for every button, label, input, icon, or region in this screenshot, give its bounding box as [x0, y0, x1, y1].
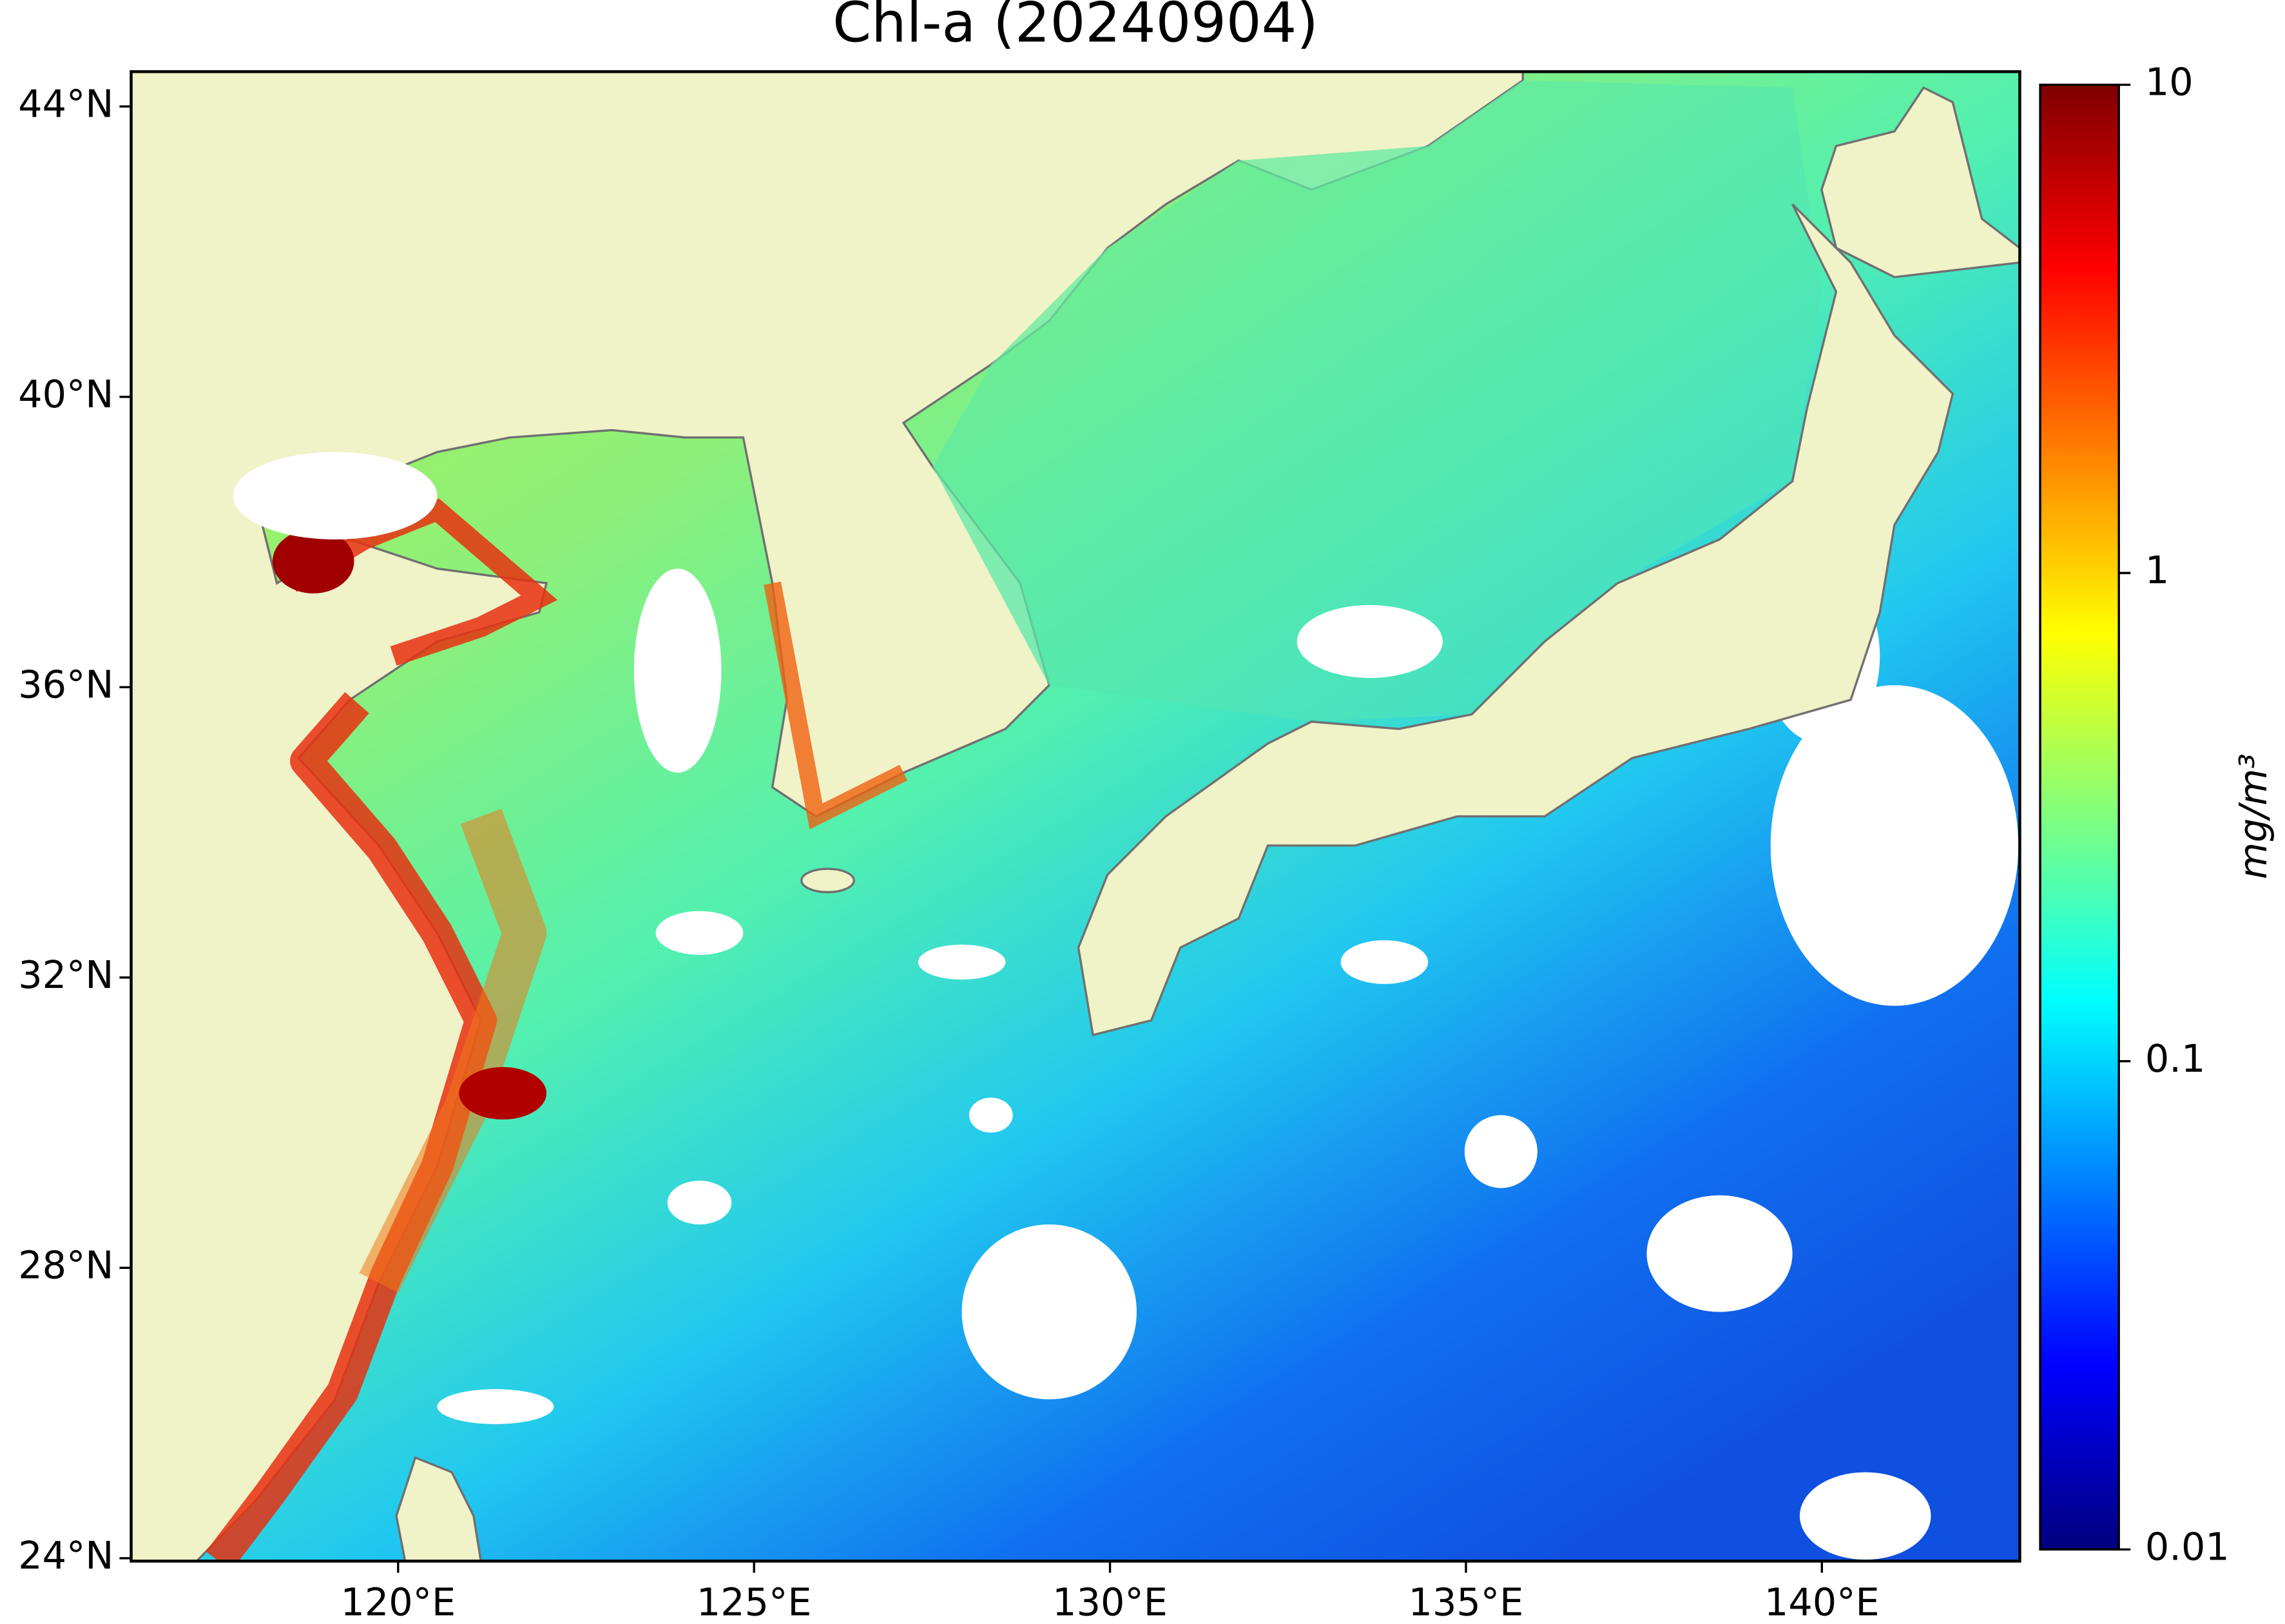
y-tick-label: 36°N — [18, 662, 113, 706]
colorbar-tick-label: 1 — [2145, 548, 2169, 592]
x-tick-label: 125°E — [697, 1580, 812, 1624]
colorbar-tick-label: 0.1 — [2145, 1036, 2205, 1081]
x-tick-label: 135°E — [1409, 1580, 1524, 1624]
map-title: Chl-a (20240904) — [833, 0, 1318, 55]
islands — [395, 86, 2020, 1561]
coastal-bloom — [764, 581, 908, 829]
jeju — [800, 867, 855, 894]
colorbar-tick-label: 10 — [2145, 60, 2193, 104]
bohai-bloom — [272, 529, 354, 594]
hokkaido — [1820, 86, 2020, 278]
coastal-bloom — [359, 808, 547, 1293]
clouds — [233, 452, 2019, 1560]
x-tick-label: 130°E — [1052, 1580, 1168, 1624]
colorbar-tick-label: 0.01 — [2145, 1524, 2230, 1569]
y-tick-label: 28°N — [18, 1242, 113, 1287]
map-area — [131, 72, 2020, 1561]
map-frame — [130, 70, 2021, 1563]
coastal-bloom — [286, 498, 558, 666]
x-tick-label: 140°E — [1764, 1580, 1880, 1624]
y-tick-label: 32°N — [18, 952, 113, 997]
japan-sea — [932, 80, 1822, 722]
x-tick-label: 120°E — [340, 1580, 456, 1624]
y-tick-label: 40°N — [18, 372, 113, 416]
colorbar-label: mg/m³ — [2231, 753, 2275, 879]
japan — [1077, 203, 1954, 1037]
y-tick-label: 24°N — [18, 1533, 113, 1578]
estuary-bloom — [459, 1067, 547, 1120]
y-tick-label: 44°N — [18, 81, 113, 126]
taiwan — [395, 1456, 483, 1561]
colorbar — [2039, 83, 2120, 1551]
